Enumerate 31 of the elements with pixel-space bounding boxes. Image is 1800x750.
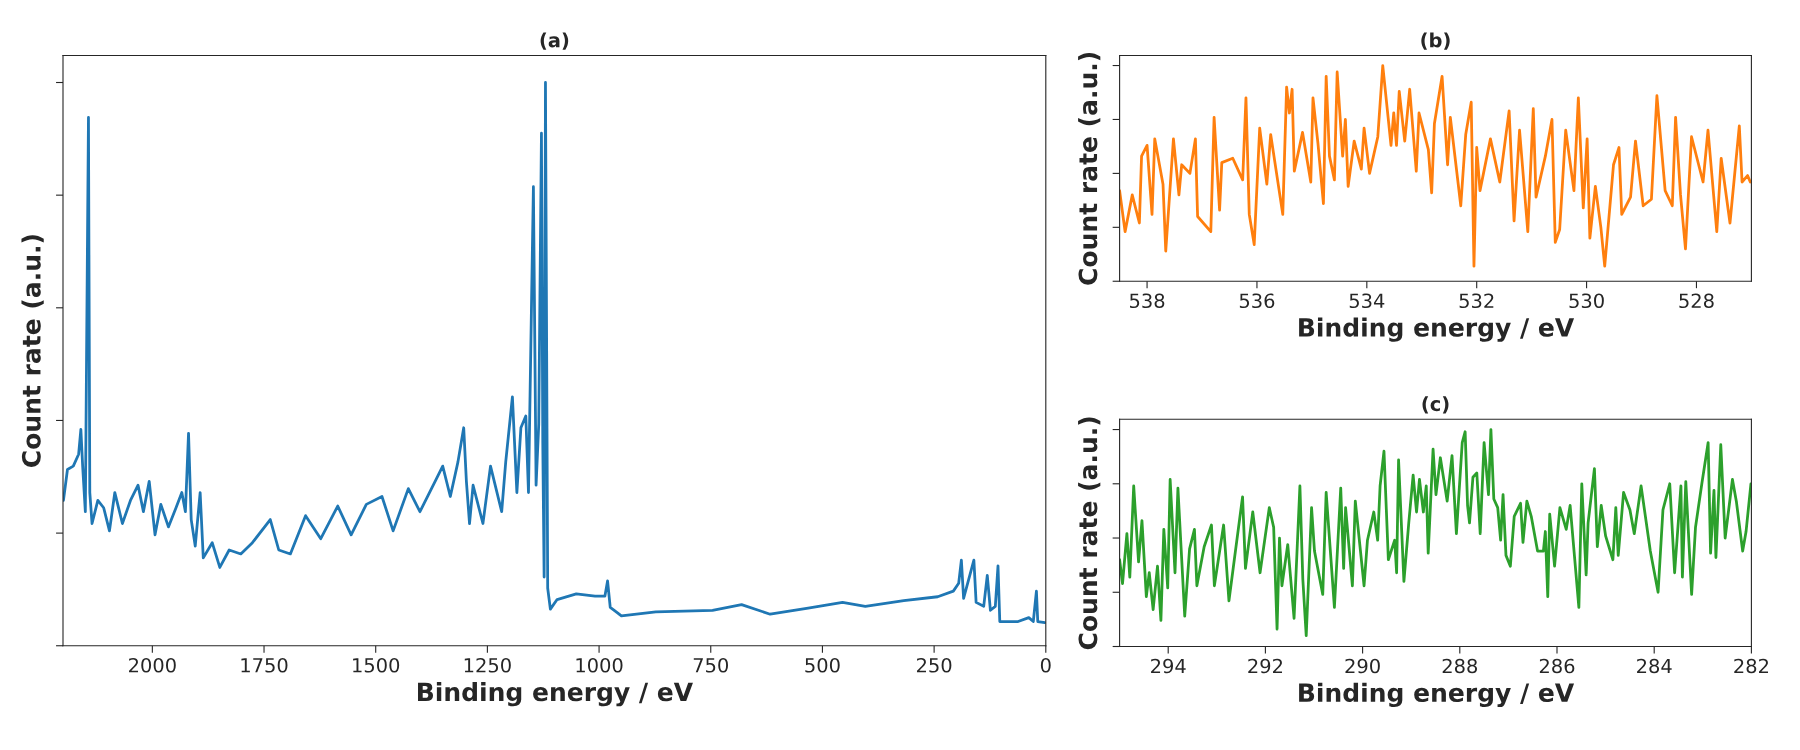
x-axis-title: Binding energy / eV	[1299, 682, 1575, 708]
x-tick-label: 0	[1040, 657, 1051, 673]
y-axis-title: Count rate (a.u.)	[1078, 52, 1101, 285]
x-tick-label: 528	[1679, 293, 1714, 309]
y-axis-title: Count rate (a.u.)	[1078, 417, 1101, 650]
x-axis-title: Binding energy / eV	[418, 681, 693, 707]
x-tick-label: 1750	[241, 657, 288, 673]
x-tick-label: 250	[916, 657, 952, 673]
x-axis-title: Binding energy / eV	[1299, 317, 1575, 342]
x-tick-label: 1000	[576, 657, 623, 673]
x-tick-label: 282	[1734, 658, 1769, 674]
x-tick-label: 290	[1345, 658, 1380, 674]
x-tick-label: 294	[1151, 658, 1186, 674]
x-tick-label: 500	[805, 657, 840, 673]
x-tick-label: 530	[1569, 293, 1604, 309]
x-tick-label: 284	[1637, 658, 1672, 674]
chart-title: (a)	[540, 32, 569, 50]
x-tick-label: 750	[693, 657, 729, 673]
x-tick-label: 536	[1239, 293, 1275, 309]
x-tick-label: 288	[1442, 658, 1478, 674]
y-axis-title: Count rate (a.u.)	[21, 235, 44, 467]
x-tick-label: 532	[1459, 293, 1494, 309]
chart-title: (b)	[1421, 32, 1450, 50]
x-tick-label: 286	[1539, 658, 1575, 674]
chart-title: (c)	[1422, 396, 1449, 414]
x-tick-label: 538	[1130, 293, 1165, 309]
x-tick-label: 292	[1248, 658, 1283, 674]
x-tick-label: 1250	[464, 657, 511, 673]
x-tick-label: 534	[1349, 293, 1385, 309]
x-tick-label: 2000	[129, 657, 176, 673]
x-tick-label: 1500	[353, 657, 400, 673]
